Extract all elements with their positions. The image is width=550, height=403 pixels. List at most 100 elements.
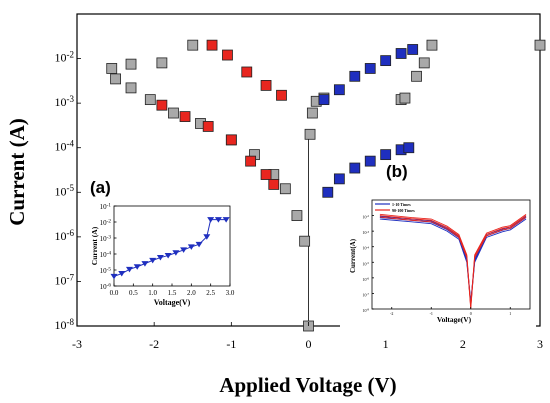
inset-b-background bbox=[340, 192, 536, 328]
x-tick-label: 1.0 bbox=[148, 289, 157, 297]
y-tick-label: 10-3 bbox=[363, 230, 370, 235]
main-data-point bbox=[364, 63, 376, 74]
y-tick-label: 10-1 bbox=[100, 203, 112, 211]
main-data-point bbox=[534, 39, 546, 51]
x-tick-label: -1 bbox=[430, 311, 433, 316]
inset-a-data-point bbox=[110, 273, 118, 280]
y-tick-label: 10-2 bbox=[363, 214, 370, 219]
main-data-point bbox=[245, 155, 257, 167]
x-tick-label: 2.5 bbox=[206, 289, 215, 297]
main-data-point bbox=[268, 179, 280, 190]
y-tick-label: 10-6 bbox=[100, 283, 112, 291]
inset-a-data-point bbox=[222, 217, 230, 223]
main-data-point bbox=[260, 169, 272, 180]
y-tick-label: 10-3 bbox=[100, 235, 112, 243]
main-data-point bbox=[222, 49, 233, 61]
legend-entry-2: 90-100 Times bbox=[392, 208, 415, 213]
inset-a-data-point bbox=[195, 241, 203, 248]
main-data-point bbox=[426, 39, 438, 51]
y-tick-label: 10-8 bbox=[363, 308, 370, 313]
main-data-point bbox=[418, 57, 430, 69]
main-data-point bbox=[144, 94, 156, 106]
inset-b-y-axis-label: Current(A) bbox=[349, 238, 357, 273]
inset-a-x-ticks: 0.0 0.5 1.0 1.5 2.0 2.5 3.0 bbox=[110, 283, 235, 297]
inset-a-data-point bbox=[141, 261, 149, 267]
x-tick-label: -3 bbox=[72, 337, 82, 351]
main-data-point bbox=[380, 149, 392, 161]
x-tick-label: 3.0 bbox=[226, 289, 235, 297]
inset-a-data-point bbox=[133, 264, 141, 270]
inset-a-data-point bbox=[172, 250, 180, 256]
main-data-point bbox=[156, 57, 168, 69]
main-data-point bbox=[333, 173, 345, 185]
x-tick-label: 2 bbox=[460, 337, 466, 351]
inset-b-x-axis-label: Voltage(V) bbox=[437, 315, 472, 324]
inset-a-panel-label: (a) bbox=[90, 178, 111, 197]
main-x-axis-label: Applied Voltage (V) bbox=[219, 373, 396, 397]
main-data-point bbox=[407, 44, 419, 55]
main-data-point bbox=[349, 162, 361, 174]
inset-b-x-ticks: -2 -1 0 1 bbox=[390, 307, 511, 316]
main-data-point bbox=[318, 94, 330, 106]
main-data-point bbox=[106, 63, 118, 74]
main-x-ticks: -3 -2 -1 0 1 2 3 bbox=[72, 322, 543, 351]
y-tick-label: 10-8 bbox=[55, 317, 75, 332]
y-tick-label: 10-2 bbox=[100, 219, 112, 227]
inset-a-series-line bbox=[113, 219, 227, 277]
main-data-point bbox=[399, 92, 411, 104]
x-tick-label: 0 bbox=[470, 311, 472, 316]
main-data-point bbox=[411, 70, 422, 82]
y-tick-label: 10-4 bbox=[363, 245, 370, 250]
x-tick-label: 3 bbox=[537, 337, 543, 351]
inset-a-data-point bbox=[203, 234, 211, 240]
main-data-point bbox=[349, 70, 361, 82]
inset-b-y-ticks: 10-8 10-7 10-6 10-5 10-4 10-3 10-2 bbox=[363, 214, 374, 313]
inset-b-panel-label: (b) bbox=[386, 162, 408, 181]
x-tick-label: 2.0 bbox=[187, 289, 196, 297]
inset-a-background bbox=[87, 198, 240, 306]
inset-a-data-point bbox=[164, 253, 172, 259]
main-data-point bbox=[125, 58, 137, 70]
main-data-point bbox=[333, 84, 345, 96]
inset-a-data-point bbox=[125, 266, 133, 273]
main-data-point bbox=[322, 186, 334, 198]
legend-entry-1: 1-10 Times bbox=[392, 202, 411, 207]
inset-a-data-point bbox=[180, 247, 188, 253]
main-data-point bbox=[279, 183, 291, 195]
main-data-point bbox=[179, 111, 191, 122]
main-data-point bbox=[206, 39, 218, 51]
inset-a-y-ticks: 10-6 10-5 10-4 10-3 10-2 10-1 bbox=[100, 203, 117, 291]
inset-a-x-axis-label: Voltage(V) bbox=[154, 298, 191, 307]
inset-a-data-point bbox=[118, 271, 126, 277]
inset-a-series bbox=[110, 217, 230, 280]
y-tick-label: 10-5 bbox=[55, 183, 75, 198]
inset-b-series-line bbox=[379, 213, 527, 307]
main-data-point bbox=[306, 107, 318, 119]
main-data-point bbox=[241, 66, 253, 78]
main-data-point bbox=[276, 89, 287, 101]
inset-b-chart: (b) -2 -1 0 1 10-810-710-610-510-410-310-2 … bbox=[340, 162, 536, 328]
main-data-point bbox=[291, 210, 303, 221]
main-data-point bbox=[380, 55, 392, 67]
main-data-point bbox=[187, 39, 199, 51]
inset-a-data-point bbox=[149, 257, 157, 264]
inset-a-data-point bbox=[156, 255, 164, 261]
x-tick-label: 1 bbox=[383, 337, 389, 351]
inset-a-y-axis-label: Current (A) bbox=[90, 226, 99, 265]
main-data-point bbox=[110, 73, 121, 85]
main-data-point bbox=[364, 155, 376, 167]
y-tick-label: 10-6 bbox=[363, 277, 370, 282]
inset-a-data-point bbox=[207, 217, 215, 223]
y-tick-label: 10-5 bbox=[363, 261, 370, 266]
main-y-ticks: 10-8 10-7 10-6 10-5 10-4 10-3 10-2 bbox=[55, 50, 81, 332]
x-tick-label: -2 bbox=[390, 311, 393, 316]
main-data-point bbox=[304, 128, 316, 140]
inset-b-series bbox=[379, 213, 527, 310]
y-tick-label: 10-2 bbox=[55, 50, 75, 65]
x-tick-label: 1.5 bbox=[168, 289, 177, 297]
main-data-point bbox=[260, 80, 272, 91]
main-data-point bbox=[125, 82, 137, 94]
y-tick-label: 10-7 bbox=[363, 292, 370, 297]
y-tick-label: 10-4 bbox=[100, 251, 112, 259]
inset-a-chart: (a) 0.0 0.5 1.0 1.5 2.0 2.5 3.0 10-610-510-410… bbox=[87, 178, 240, 307]
